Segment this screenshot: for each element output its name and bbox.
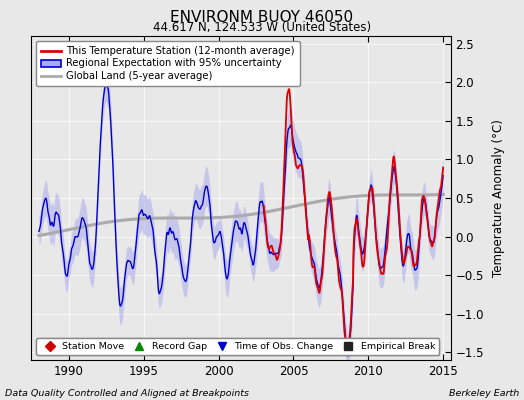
Text: 44.617 N, 124.533 W (United States): 44.617 N, 124.533 W (United States) [153, 21, 371, 34]
Text: Data Quality Controlled and Aligned at Breakpoints: Data Quality Controlled and Aligned at B… [5, 389, 249, 398]
Legend: Station Move, Record Gap, Time of Obs. Change, Empirical Break: Station Move, Record Gap, Time of Obs. C… [36, 338, 440, 355]
Text: Berkeley Earth: Berkeley Earth [449, 389, 519, 398]
Y-axis label: Temperature Anomaly (°C): Temperature Anomaly (°C) [493, 119, 505, 277]
Text: ENVIRONM BUOY 46050: ENVIRONM BUOY 46050 [170, 10, 354, 25]
